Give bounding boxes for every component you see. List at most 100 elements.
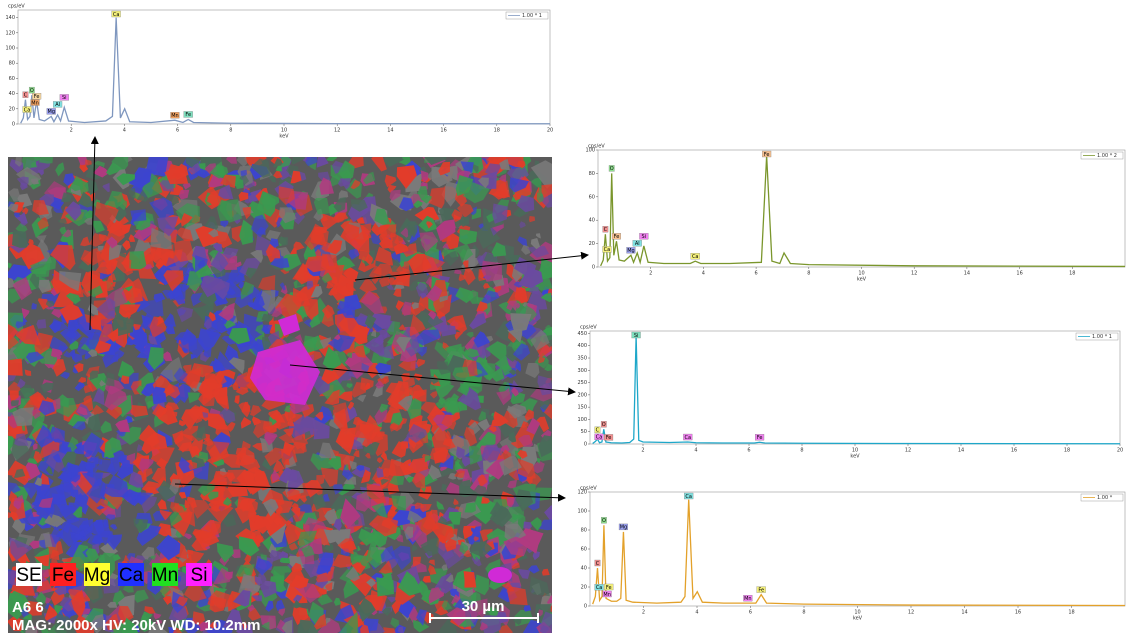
legend-label: Fe [52, 565, 74, 586]
x-tick-label: 12 [908, 610, 914, 616]
y-tick-label: 400 [577, 343, 587, 349]
x-tick-label: 4 [702, 271, 705, 277]
peak-label: Fe [185, 112, 191, 118]
peak-label: Ca [692, 254, 699, 260]
peak-label: Fe [606, 585, 612, 591]
y-tick-label: 120 [5, 30, 15, 36]
peak-label: Fe [606, 435, 612, 441]
map-grain [129, 251, 147, 269]
x-tick-label: 16 [440, 128, 446, 134]
y-tick-label: 100 [577, 509, 587, 515]
x-axis-label: keV [279, 134, 289, 140]
legend-label: 1.00 * [1097, 495, 1113, 501]
peak-label: Al [635, 241, 640, 247]
y-tick-label: 40 [581, 566, 587, 572]
peak-label: Al [55, 102, 60, 108]
peak-label: Fe [757, 435, 763, 441]
peak-label: O [610, 166, 614, 172]
sample-id: A6 6 [12, 599, 44, 616]
y-tick-label: 200 [577, 392, 587, 398]
y-axis-label: cps/eV [588, 144, 605, 150]
legend-label: 1.00 * 2 [1097, 153, 1117, 159]
x-tick-label: 18 [1069, 271, 1075, 277]
y-tick-label: 0 [584, 604, 587, 610]
element-map [0, 145, 565, 636]
peak-label: Mn [603, 592, 610, 598]
peak-label: Fe [764, 152, 770, 158]
peak-label: Ca [604, 247, 611, 253]
x-tick-label: 4 [694, 448, 697, 454]
spectrum-chart: 02040608010024681012141618keVcps/eV1.00 … [585, 144, 1125, 283]
peak-label: C [596, 561, 600, 567]
y-tick-label: 50 [581, 429, 587, 435]
acquisition-info: MAG: 2000x HV: 20kV WD: 10.2mm [12, 617, 260, 634]
peak-label: O [602, 422, 606, 428]
y-tick-label: 100 [577, 417, 587, 423]
y-tick-label: 0 [592, 265, 595, 271]
x-tick-label: 14 [964, 271, 970, 277]
peak-label: O [602, 518, 606, 524]
y-tick-label: 0 [584, 442, 587, 448]
spectrum-chart: 0204060801001201402468101214161820keVcps… [5, 4, 553, 140]
x-tick-label: 2 [642, 610, 645, 616]
legend-label: SE [16, 565, 41, 586]
y-tick-label: 60 [589, 194, 595, 200]
y-tick-label: 80 [9, 61, 15, 67]
x-tick-label: 2 [70, 128, 73, 134]
x-tick-label: 18 [494, 128, 500, 134]
map-grain [36, 319, 46, 329]
map-grain [0, 359, 23, 376]
y-axis-label: cps/eV [580, 325, 597, 331]
y-tick-label: 150 [577, 405, 587, 411]
peak-label: Fe [614, 234, 620, 240]
x-tick-label: 6 [749, 610, 752, 616]
x-tick-label: 12 [334, 128, 340, 134]
y-tick-label: 80 [589, 171, 595, 177]
x-tick-label: 6 [755, 271, 758, 277]
peak-label: Mg [627, 248, 635, 254]
y-tick-label: 250 [577, 380, 587, 386]
y-axis-label: cps/eV [8, 4, 25, 10]
y-axis-label: cps/eV [580, 486, 597, 492]
y-tick-label: 20 [9, 106, 15, 112]
spectrum-chart: 02040608010012024681012141618keVcps/eV1.… [577, 486, 1125, 622]
map-grain [11, 400, 19, 406]
peak-label: Ca [596, 585, 603, 591]
x-tick-label: 8 [800, 448, 803, 454]
y-tick-label: 0 [12, 122, 15, 128]
peak-label: C [24, 92, 28, 98]
plot-frame [590, 492, 1125, 606]
x-tick-label: 4 [695, 610, 698, 616]
x-tick-label: 18 [1068, 610, 1074, 616]
y-tick-label: 350 [577, 356, 587, 362]
peak-label: Mg [620, 525, 628, 531]
map-grain [12, 230, 28, 248]
x-tick-label: 16 [1011, 448, 1017, 454]
peak-label: Ca [24, 107, 31, 113]
peak-label: Ca [685, 435, 692, 441]
peak-label: Mn [31, 100, 38, 106]
y-tick-label: 20 [581, 585, 587, 591]
x-tick-label: 6 [747, 448, 750, 454]
y-tick-label: 140 [5, 15, 15, 21]
plot-frame [598, 150, 1125, 267]
peak-label: Ca [113, 12, 120, 18]
x-tick-label: 16 [1016, 271, 1022, 277]
silicate-grain [488, 567, 512, 583]
peak-label: Ca [596, 435, 603, 441]
map-grain [152, 387, 166, 405]
x-tick-label: 18 [1064, 448, 1070, 454]
x-tick-label: 8 [802, 610, 805, 616]
spectrum-chart: 0501001502002503003504004502468101214161… [577, 325, 1123, 460]
map-grain [377, 468, 384, 478]
x-tick-label: 12 [905, 448, 911, 454]
peak-label: C [604, 227, 608, 233]
x-tick-label: 14 [961, 610, 967, 616]
x-tick-label: 2 [649, 271, 652, 277]
peak-label: Mn [171, 113, 178, 119]
y-tick-label: 450 [577, 331, 587, 337]
map-grain [39, 152, 53, 164]
map-grain [401, 441, 409, 449]
peak-label: C [596, 428, 600, 434]
legend-label: Mg [84, 565, 110, 586]
